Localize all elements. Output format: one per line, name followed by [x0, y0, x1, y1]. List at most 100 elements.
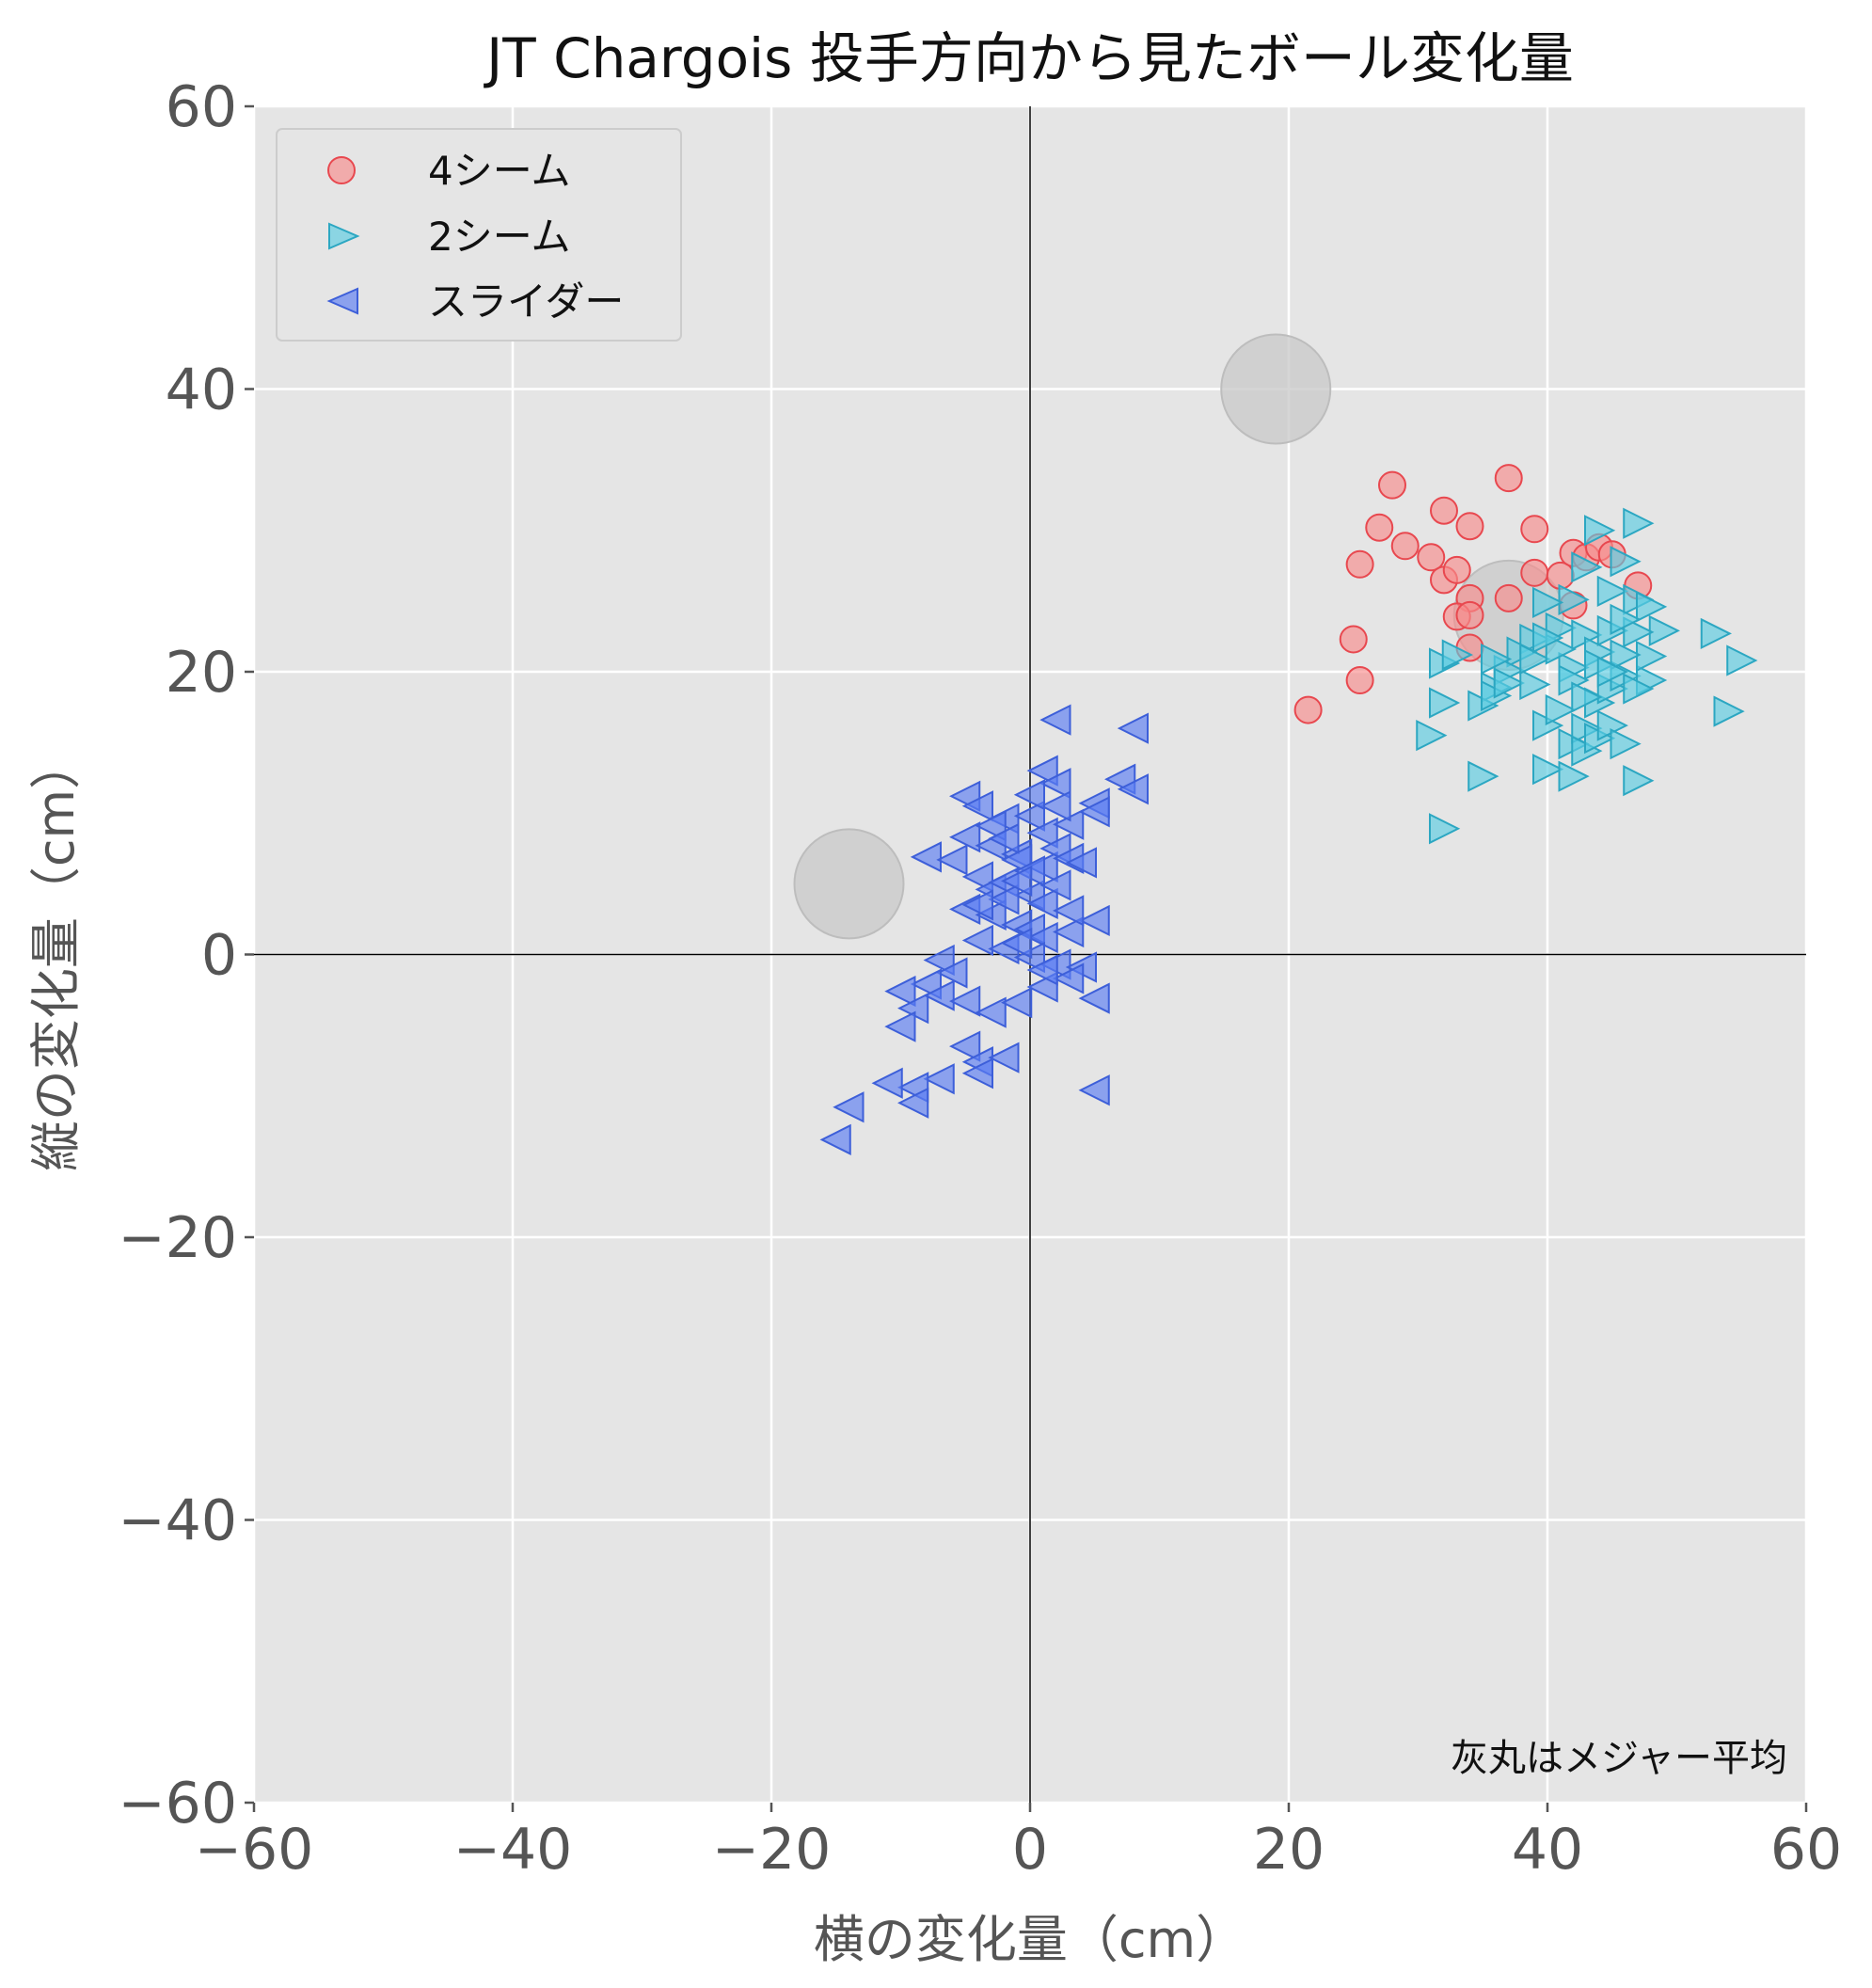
series-slider-point	[833, 1091, 865, 1123]
series-2seam-point	[1558, 583, 1590, 615]
x-tick-label: 40	[1512, 1817, 1583, 1883]
series-slider-point	[1039, 768, 1071, 800]
series-2seam-point	[1610, 603, 1642, 636]
series-slider-point	[988, 1042, 1020, 1074]
series-slider-point	[1078, 1074, 1110, 1106]
series-slider-point	[819, 1123, 851, 1155]
x-tick-label: −60	[195, 1817, 314, 1883]
series-4seam-point	[1390, 532, 1420, 561]
series-2seam-point	[1558, 760, 1590, 792]
series-2seam-point	[1532, 586, 1564, 618]
series-2seam-point	[1596, 575, 1628, 607]
series-slider-point	[1053, 915, 1085, 948]
series-slider-point	[975, 810, 1007, 842]
series-slider-point	[975, 996, 1007, 1028]
series-slider-point	[1117, 773, 1149, 805]
series-slider-point	[1078, 796, 1110, 828]
y-tick-label: −60	[118, 1771, 237, 1837]
series-slider-point	[961, 889, 993, 921]
y-axis-title: 縦の変化量（cm）	[26, 739, 86, 1171]
series-slider-point	[1065, 847, 1097, 879]
series-slider-point	[1117, 712, 1149, 744]
series-4seam-point	[1339, 625, 1368, 654]
series-slider-point	[910, 841, 942, 873]
x-tick-label: −20	[712, 1817, 832, 1883]
legend-marker-2seam	[328, 222, 360, 250]
y-tick-label: 20	[166, 640, 237, 706]
series-4seam-point	[1417, 543, 1446, 572]
series-slider-point	[949, 821, 981, 853]
series-slider-point	[961, 790, 993, 822]
series-slider-point	[1001, 927, 1033, 960]
legend-label-slider: スライダー	[428, 278, 624, 325]
series-slider-point	[1039, 704, 1071, 736]
series-slider-point	[936, 957, 968, 989]
series-slider-point	[884, 975, 916, 1008]
series-2seam-point	[1416, 719, 1448, 752]
legend-label-2seam: 2シーム	[428, 214, 570, 260]
series-slider-point	[1078, 904, 1110, 937]
series-slider-point	[961, 861, 993, 893]
series-slider-point	[949, 1030, 981, 1062]
y-tick-label: 0	[201, 923, 237, 989]
series-4seam-point	[1430, 496, 1458, 525]
series-slider-point	[988, 822, 1020, 854]
series-4seam-point	[1520, 558, 1549, 587]
series-2seam-point	[1610, 639, 1642, 671]
series-2seam-point	[1429, 687, 1461, 719]
series-2seam-point	[1571, 681, 1603, 713]
legend-box	[276, 128, 682, 342]
series-slider-point	[923, 1063, 955, 1095]
series-2seam-point	[1623, 507, 1655, 539]
series-slider-point	[1053, 962, 1085, 994]
series-slider-point	[884, 1010, 916, 1042]
series-slider-point	[1001, 986, 1033, 1019]
series-slider-point	[1026, 817, 1058, 849]
series-slider-point	[988, 883, 1020, 915]
series-2seam-point	[1623, 616, 1655, 648]
x-tick-label: 20	[1253, 1817, 1325, 1883]
series-slider-point	[871, 1067, 903, 1099]
data-points	[819, 464, 1758, 1155]
series-slider-point	[1001, 865, 1033, 897]
series-2seam-point	[1700, 617, 1732, 650]
series-slider-point	[923, 944, 955, 977]
series-4seam-point	[1442, 555, 1471, 584]
chart-title: JT Chargois 投手方向から見たボール変化量	[484, 26, 1574, 90]
legend-marker-slider	[326, 287, 358, 315]
series-4seam-point	[1293, 695, 1323, 724]
series-2seam-point	[1623, 673, 1655, 705]
series-2seam-point	[1623, 765, 1655, 797]
series-4seam-point	[1520, 515, 1549, 544]
axis-ticks: −60 −40 −20 0 20 40 60 60 40 20 0 −20 −40 −60	[118, 74, 1842, 1883]
series-4seam-point	[1378, 470, 1406, 500]
series-4seam-point	[1365, 513, 1394, 542]
series-slider-point	[897, 1087, 929, 1119]
series-4seam-point	[1455, 600, 1484, 629]
series-2seam-point	[1532, 754, 1564, 786]
series-2seam-point	[1429, 813, 1461, 845]
series-2seam-point	[1467, 760, 1499, 792]
series-2seam-point	[1441, 639, 1473, 671]
series-slider-point	[1013, 779, 1045, 811]
series-2seam-point	[1636, 591, 1668, 623]
series-2seam-point	[1610, 546, 1642, 578]
y-tick-label: −40	[118, 1488, 237, 1554]
series-slider-point	[1039, 790, 1071, 822]
series-2seam-point	[1519, 668, 1551, 701]
series-2seam-point	[1493, 667, 1525, 699]
x-axis-title: 横の変化量（cm）	[814, 1910, 1246, 1969]
series-2seam-point	[1610, 728, 1642, 760]
y-tick-label: 40	[166, 358, 237, 423]
series-slider-point	[1078, 982, 1110, 1014]
series-slider-point	[961, 924, 993, 957]
league-average-circle	[1220, 333, 1332, 445]
series-2seam-point	[1571, 551, 1603, 583]
series-slider-point	[1039, 869, 1071, 901]
series-slider-point	[936, 844, 968, 876]
legend-label-4seam: 4シーム	[428, 148, 570, 194]
series-2seam-point	[1596, 656, 1628, 688]
series-2seam-point	[1713, 695, 1745, 727]
series-slider-point	[1026, 954, 1058, 986]
y-tick-label: 60	[166, 74, 237, 140]
